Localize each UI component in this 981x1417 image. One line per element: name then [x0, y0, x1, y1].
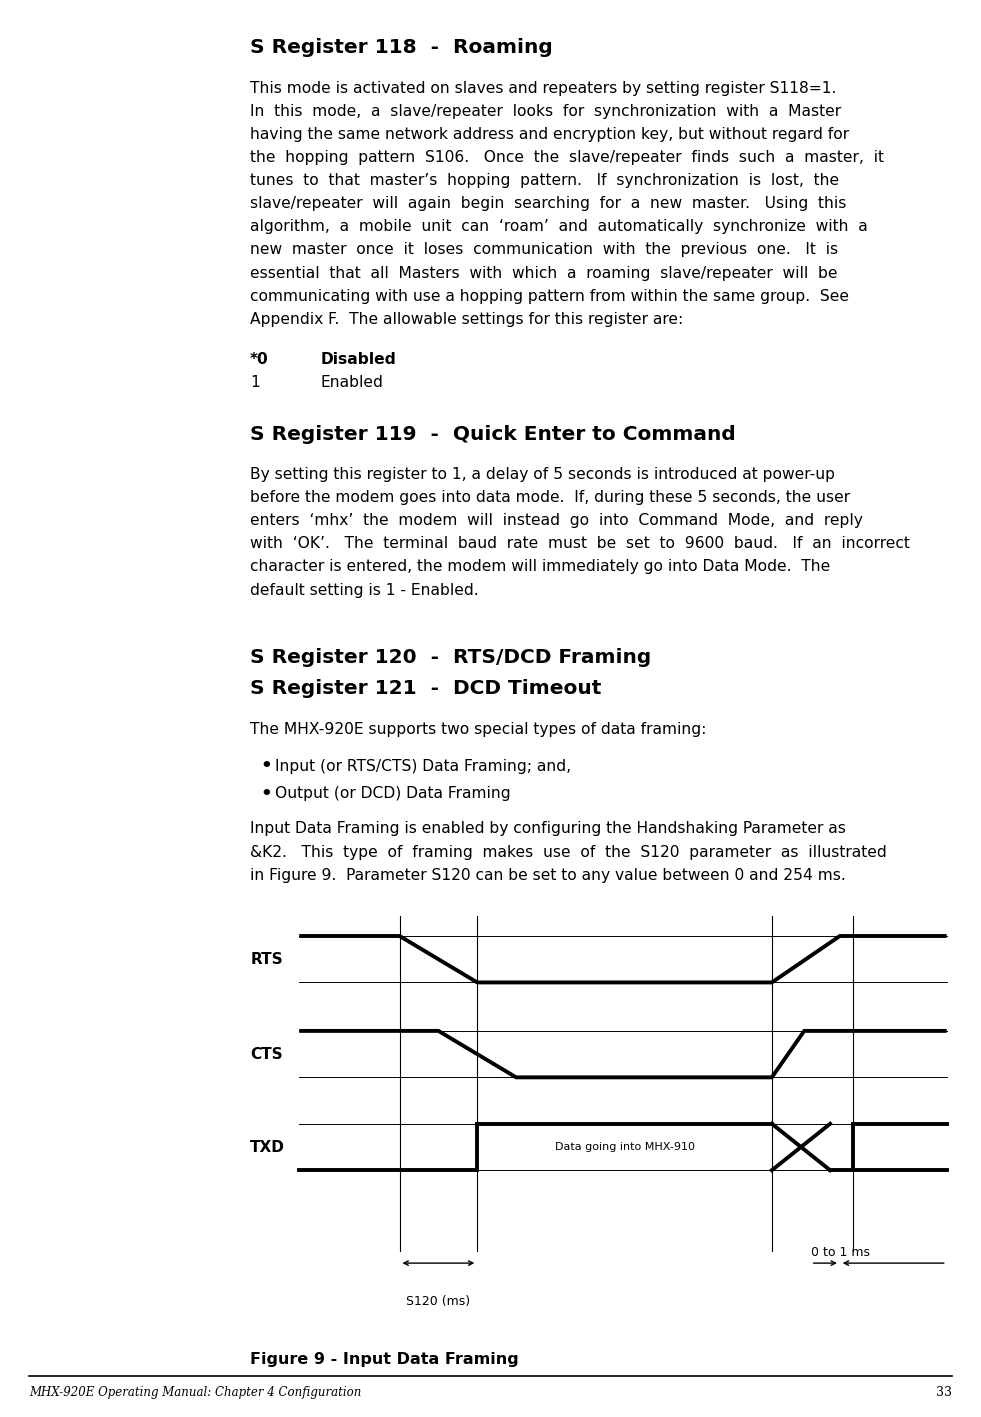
Text: algorithm,  a  mobile  unit  can  ‘roam’  and  automatically  synchronize  with : algorithm, a mobile unit can ‘roam’ and … [250, 220, 868, 234]
Text: Enabled: Enabled [321, 376, 384, 390]
Text: character is entered, the modem will immediately go into Data Mode.  The: character is entered, the modem will imm… [250, 560, 830, 574]
Text: CTS: CTS [250, 1047, 283, 1061]
Text: slave/repeater  will  again  begin  searching  for  a  new  master.   Using  thi: slave/repeater will again begin searchin… [250, 196, 847, 211]
Text: before the modem goes into data mode.  If, during these 5 seconds, the user: before the modem goes into data mode. If… [250, 490, 851, 504]
Text: S120 (ms): S120 (ms) [406, 1295, 471, 1308]
Text: in Figure 9.  Parameter S120 can be set to any value between 0 and 254 ms.: in Figure 9. Parameter S120 can be set t… [250, 867, 846, 883]
Text: RTS: RTS [250, 952, 283, 966]
Text: •: • [260, 785, 272, 802]
Text: essential  that  all  Masters  with  which  a  roaming  slave/repeater  will  be: essential that all Masters with which a … [250, 265, 838, 281]
Text: Appendix F.  The allowable settings for this register are:: Appendix F. The allowable settings for t… [250, 312, 684, 327]
Text: Input (or RTS/CTS) Data Framing; and,: Input (or RTS/CTS) Data Framing; and, [275, 758, 571, 774]
Text: •: • [260, 757, 272, 775]
Text: S Register 119  -  Quick Enter to Command: S Register 119 - Quick Enter to Command [250, 425, 736, 444]
Text: communicating with use a hopping pattern from within the same group.  See: communicating with use a hopping pattern… [250, 289, 850, 303]
Text: Disabled: Disabled [321, 351, 396, 367]
Text: 1: 1 [250, 376, 260, 390]
Text: Output (or DCD) Data Framing: Output (or DCD) Data Framing [275, 786, 510, 801]
Text: with  ‘OK’.   The  terminal  baud  rate  must  be  set  to  9600  baud.   If  an: with ‘OK’. The terminal baud rate must b… [250, 536, 910, 551]
Text: enters  ‘mhx’  the  modem  will  instead  go  into  Command  Mode,  and  reply: enters ‘mhx’ the modem will instead go i… [250, 513, 863, 529]
Text: S Register 121  -  DCD Timeout: S Register 121 - DCD Timeout [250, 679, 601, 699]
Text: Data going into MHX-910: Data going into MHX-910 [554, 1142, 695, 1152]
Text: S Register 118  -  Roaming: S Register 118 - Roaming [250, 38, 553, 57]
Text: 0 to 1 ms: 0 to 1 ms [810, 1246, 870, 1258]
Text: This mode is activated on slaves and repeaters by setting register S118=1.: This mode is activated on slaves and rep… [250, 81, 837, 96]
Text: *0: *0 [250, 351, 269, 367]
Text: default setting is 1 - Enabled.: default setting is 1 - Enabled. [250, 582, 479, 598]
Text: new  master  once  it  loses  communication  with  the  previous  one.   It  is: new master once it loses communication w… [250, 242, 839, 258]
Text: In  this  mode,  a  slave/repeater  looks  for  synchronization  with  a  Master: In this mode, a slave/repeater looks for… [250, 103, 842, 119]
Text: 33: 33 [936, 1386, 952, 1399]
Text: &K2.   This  type  of  framing  makes  use  of  the  S120  parameter  as  illust: &K2. This type of framing makes use of t… [250, 845, 887, 860]
Text: tunes  to  that  master’s  hopping  pattern.   If  synchronization  is  lost,  t: tunes to that master’s hopping pattern. … [250, 173, 840, 188]
Text: TXD: TXD [250, 1139, 285, 1155]
Text: the  hopping  pattern  S106.   Once  the  slave/repeater  finds  such  a  master: the hopping pattern S106. Once the slave… [250, 150, 884, 164]
Text: Input Data Framing is enabled by configuring the Handshaking Parameter as: Input Data Framing is enabled by configu… [250, 822, 846, 836]
Text: Figure 9 - Input Data Framing: Figure 9 - Input Data Framing [250, 1352, 519, 1367]
Text: MHX-920E Operating Manual: Chapter 4 Configuration: MHX-920E Operating Manual: Chapter 4 Con… [29, 1386, 362, 1399]
Text: S Register 120  -  RTS/DCD Framing: S Register 120 - RTS/DCD Framing [250, 648, 651, 667]
Text: having the same network address and encryption key, but without regard for: having the same network address and encr… [250, 128, 850, 142]
Text: The MHX-920E supports two special types of data framing:: The MHX-920E supports two special types … [250, 721, 706, 737]
Text: By setting this register to 1, a delay of 5 seconds is introduced at power-up: By setting this register to 1, a delay o… [250, 468, 835, 482]
